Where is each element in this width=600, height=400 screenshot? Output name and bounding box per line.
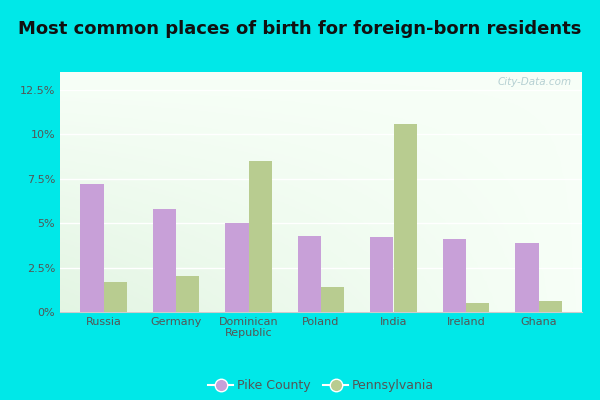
- Text: Most common places of birth for foreign-born residents: Most common places of birth for foreign-…: [19, 20, 581, 38]
- Bar: [515, 243, 539, 312]
- Bar: [539, 301, 562, 312]
- Bar: [298, 236, 321, 312]
- Bar: [443, 239, 466, 312]
- Bar: [394, 124, 417, 312]
- Legend: Pike County, Pennsylvania: Pike County, Pennsylvania: [203, 374, 439, 397]
- Bar: [176, 276, 199, 312]
- Bar: [321, 287, 344, 312]
- Bar: [104, 282, 127, 312]
- Bar: [80, 184, 104, 312]
- Bar: [370, 237, 394, 312]
- Bar: [466, 303, 489, 312]
- Text: City-Data.com: City-Data.com: [497, 77, 572, 87]
- Bar: [226, 223, 248, 312]
- Bar: [248, 161, 272, 312]
- Bar: [153, 209, 176, 312]
